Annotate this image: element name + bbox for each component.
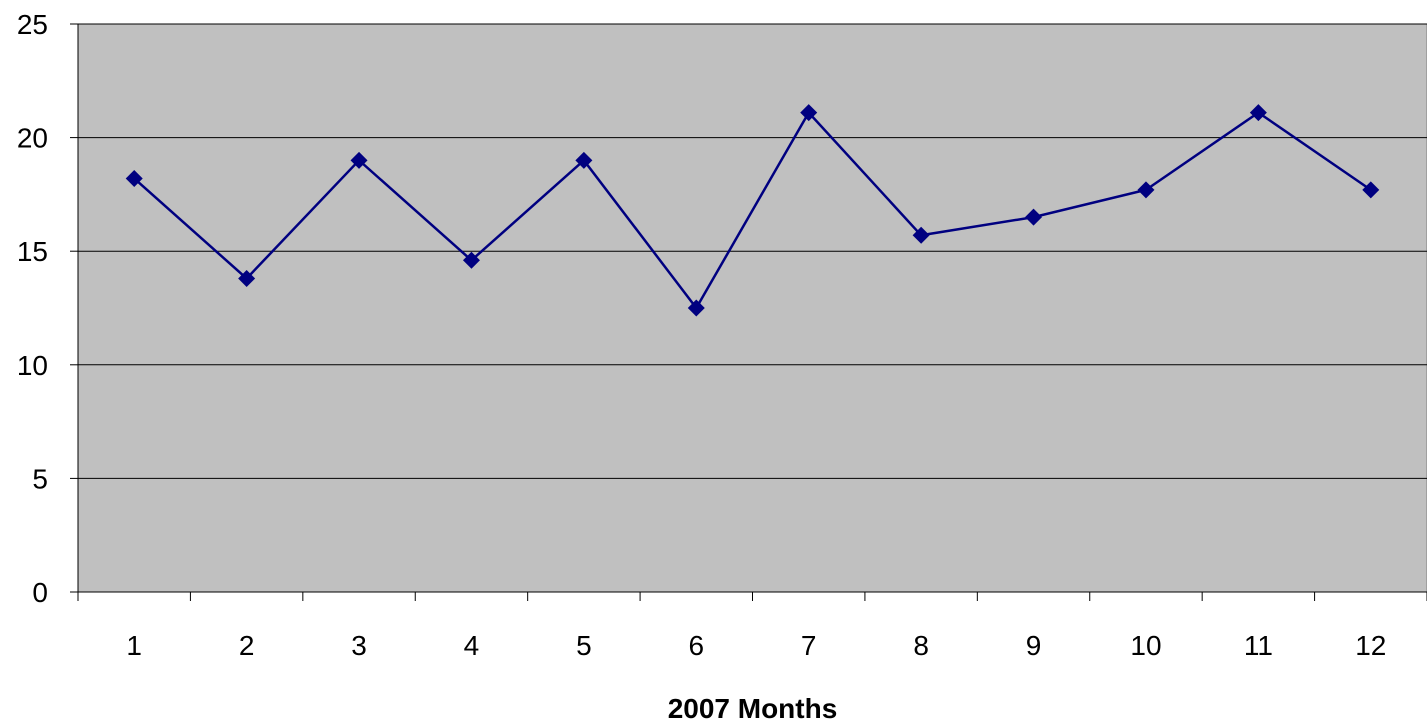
gridlines [78, 23, 1427, 479]
data-point-marker [1362, 181, 1380, 199]
x-tick-label: 11 [1244, 630, 1273, 661]
data-point-marker [125, 169, 143, 187]
data-point-marker [1137, 181, 1155, 199]
x-tick-label: 6 [689, 630, 705, 661]
data-point-marker [912, 226, 930, 244]
series-line [133, 110, 1372, 311]
series-layer [125, 104, 1380, 317]
data-point-marker [462, 251, 480, 269]
x-tick-label: 2 [239, 630, 255, 661]
x-tick-label: 8 [913, 630, 929, 661]
x-tick-label: 10 [1130, 630, 1161, 661]
data-point-marker [800, 104, 818, 122]
data-point-marker [1025, 208, 1043, 226]
data-point-marker [1249, 104, 1267, 122]
x-axis-title: 2007 Months [668, 693, 838, 724]
x-tick-label: 5 [576, 630, 592, 661]
x-tick-label: 4 [464, 630, 480, 661]
y-tick-label: 10 [17, 350, 48, 381]
data-point-marker [687, 299, 705, 317]
x-tick-label: 7 [801, 630, 817, 661]
y-tick-label: 15 [17, 236, 48, 267]
y-tick-label: 25 [17, 9, 48, 40]
x-tick-label: 3 [351, 630, 367, 661]
x-tick-label: 12 [1355, 630, 1386, 661]
x-tick-label: 1 [126, 630, 142, 661]
data-point-marker [238, 269, 256, 287]
x-tick-label: 9 [1026, 630, 1042, 661]
y-tick-label: 0 [32, 577, 48, 608]
plot-area [77, 23, 1427, 593]
y-tick-label: 20 [17, 123, 48, 154]
data-point-marker [350, 151, 368, 169]
y-tick-label: 5 [32, 463, 48, 494]
data-point-marker [575, 151, 593, 169]
